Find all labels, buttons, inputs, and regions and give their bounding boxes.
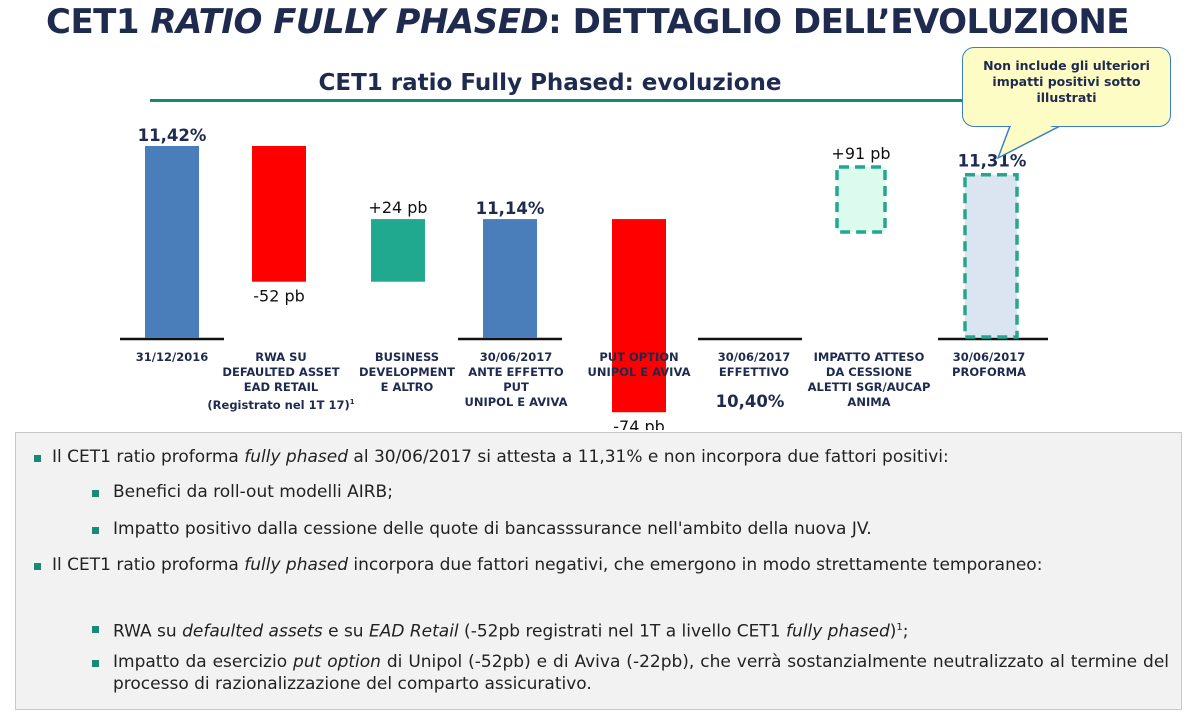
category-label-line: 31/12/2016 xyxy=(135,350,209,364)
notes-panel xyxy=(15,432,1182,710)
title-part-2: RATIO FULLY PHASED xyxy=(150,2,549,42)
bar-value-label: 11,31% xyxy=(958,152,1027,171)
category-label-line: E ALTRO xyxy=(380,380,434,394)
category-label-line: ANIMA xyxy=(847,395,891,409)
category-label-line: (Registrato nel 1T 17)1 xyxy=(207,397,355,412)
category-label: BUSINESS DEVELOPMENT E ALTRO xyxy=(327,350,487,395)
bullet-icon xyxy=(34,455,41,462)
category-label-line: 30/06/2017 xyxy=(952,350,1026,364)
negative-delta-bar xyxy=(612,219,666,413)
note-bullet-1: Il CET1 ratio proforma fully phased al 3… xyxy=(52,447,949,467)
category-label: 30/06/2017 PROFORMA xyxy=(909,350,1069,380)
category-label-line: EFFETTIVO xyxy=(718,365,790,379)
note-sub-bullet-1b: Impatto positivo dalla cessione delle qu… xyxy=(113,519,872,539)
bullet-icon xyxy=(34,563,41,570)
bullet-icon xyxy=(92,527,99,534)
proforma-bar xyxy=(963,172,1019,339)
category-label-line: UNIPOL E AVIVA xyxy=(464,395,568,409)
bar-value-label: 11,14% xyxy=(476,199,545,218)
total-bar xyxy=(145,146,199,338)
note-sub-bullet-2a: RWA su defaulted assets e su EAD Retail … xyxy=(113,621,909,642)
category-label-line: EAD RETAIL xyxy=(243,380,319,394)
category-label: RWA SU DEFAULTED ASSET EAD RETAIL (Registra… xyxy=(201,350,361,413)
waterfall-chart: 11,42% -52 pb +24 pb 11,14% -74 pb 10,40% +91 … xyxy=(120,126,1048,430)
category-label-line: ALETTI SGR/AUCAP xyxy=(807,380,931,394)
category-label-line: DA CESSIONE xyxy=(825,365,913,379)
title-part-3: : DETTAGLIO DELL’EVOLUZIONE xyxy=(548,2,1130,42)
category-label: 30/06/2017 EFFETTIVO xyxy=(674,350,834,380)
note-bullet-2: Il CET1 ratio proforma fully phased inco… xyxy=(52,555,1043,575)
positive-delta-bar xyxy=(371,219,425,282)
note-sub-bullet-1a: Benefici da roll-out modelli AIRB; xyxy=(113,482,393,502)
subtitle-rule xyxy=(150,99,966,102)
bullet-icon xyxy=(92,660,99,667)
delta-label: -52 pb xyxy=(253,287,305,306)
category-label: PUT OPTION UNIPOL E AVIVA xyxy=(559,350,719,380)
category-label: 31/12/2016 xyxy=(92,350,252,365)
delta-label: +24 pb xyxy=(368,198,427,217)
page-title: CET1 RATIO FULLY PHASED: DETTAGLIO DELL’… xyxy=(46,2,1186,42)
category-label: 30/06/2017 ANTE EFFETTO PUT UNIPOL E AVIVA xyxy=(436,350,596,410)
category-label-line: RWA SU xyxy=(255,350,307,364)
category-label-line: 30/06/2017 xyxy=(479,350,553,364)
title-part-1: CET1 xyxy=(46,2,151,42)
bar-value-label: 10,40% xyxy=(716,392,785,411)
expected-impact-bar xyxy=(835,165,887,234)
category-label-line: PROFORMA xyxy=(952,365,1026,379)
delta-label: +91 pb xyxy=(831,144,890,163)
callout-line: Non include gli ulteriori xyxy=(983,58,1150,73)
callout-note: Non include gli ulteriori impatti positi… xyxy=(962,47,1171,127)
category-label-line: UNIPOL E AVIVA xyxy=(587,365,691,379)
category-label-line: 30/06/2017 xyxy=(717,350,791,364)
callout-line: illustrati xyxy=(1036,90,1097,105)
category-label-line: ANTE EFFETTO xyxy=(468,365,564,379)
delta-label: -74 pb xyxy=(613,417,665,430)
bar-value-label: 11,42% xyxy=(138,126,207,145)
negative-delta-bar xyxy=(252,146,306,282)
category-label: IMPATTO ATTESO DA CESSIONE ALETTI SGR/AUCA… xyxy=(789,350,949,410)
callout-line: impatti positivi sotto xyxy=(992,74,1141,89)
note-sub-bullet-2b: Impatto da esercizio put option di Unipo… xyxy=(113,652,1170,694)
category-label-line: DEVELOPMENT xyxy=(358,365,456,379)
category-label-line: BUSINESS xyxy=(374,350,440,364)
chart-subtitle: CET1 ratio Fully Phased: evoluzione xyxy=(318,70,782,96)
bullet-icon xyxy=(92,490,99,497)
category-label-line: DEFAULTED ASSET xyxy=(222,365,340,379)
category-label-line: IMPATTO ATTESO xyxy=(813,350,925,364)
category-label-line: PUT OPTION xyxy=(599,350,679,364)
category-label-line: PUT xyxy=(503,380,529,394)
bullet-icon xyxy=(92,626,99,633)
total-bar xyxy=(483,219,537,338)
